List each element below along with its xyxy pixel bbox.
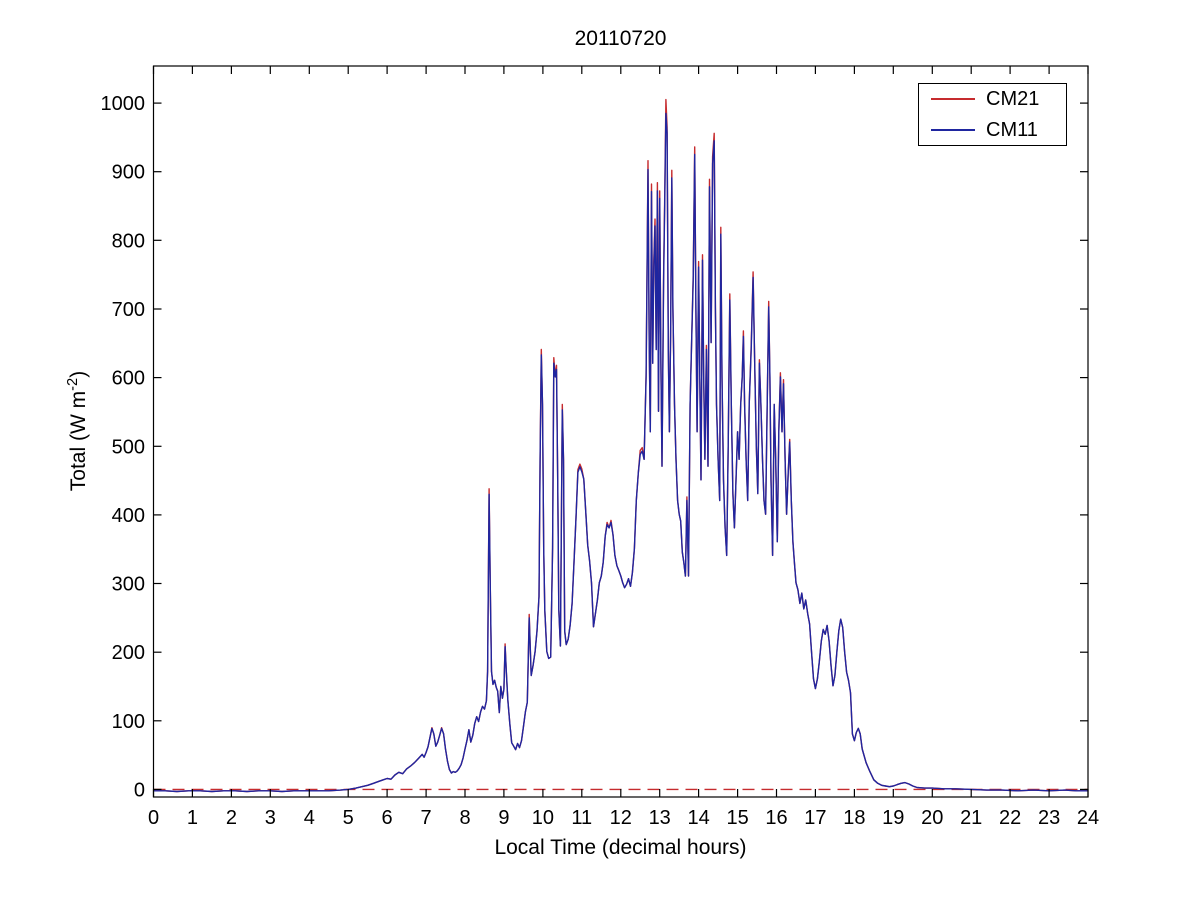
x-tick-label: 1 bbox=[187, 807, 198, 829]
x-tick-label: 15 bbox=[726, 807, 748, 829]
legend-entry-cm11: CM11 bbox=[919, 115, 1066, 144]
series-CM11 bbox=[153, 112, 1088, 793]
y-tick-label: 100 bbox=[112, 711, 145, 733]
x-tick-label: 20 bbox=[921, 807, 943, 829]
x-tick-label: 19 bbox=[882, 807, 904, 829]
y-tick-label: 1000 bbox=[101, 93, 146, 115]
x-tick-label: 8 bbox=[459, 807, 470, 829]
y-tick-label: 700 bbox=[112, 299, 145, 321]
legend-label-cm11: CM11 bbox=[986, 118, 1038, 141]
y-tick-label: 900 bbox=[112, 162, 145, 184]
y-axis-label-main: Total (W m bbox=[67, 390, 90, 492]
x-tick-label: 18 bbox=[843, 807, 865, 829]
y-tick-label: 500 bbox=[112, 436, 145, 458]
chart-title: 20110720 bbox=[574, 27, 667, 50]
legend: CM21 CM11 bbox=[918, 83, 1067, 146]
y-tick-label: 0 bbox=[134, 779, 145, 801]
y-axis-label-superscript: -2 bbox=[65, 377, 81, 391]
y-axis-label-close: ) bbox=[67, 370, 90, 378]
x-tick-label: 21 bbox=[960, 807, 982, 829]
y-tick-label: 200 bbox=[112, 642, 145, 664]
x-tick-label: 5 bbox=[343, 807, 354, 829]
x-tick-label: 14 bbox=[687, 807, 709, 829]
x-tick-label: 16 bbox=[765, 807, 787, 829]
x-tick-label: 12 bbox=[610, 807, 632, 829]
x-tick-label: 13 bbox=[649, 807, 671, 829]
x-tick-label: 23 bbox=[1038, 807, 1060, 829]
x-axis-label: Local Time (decimal hours) bbox=[494, 836, 747, 859]
x-tick-label: 7 bbox=[421, 807, 432, 829]
x-tick-label: 6 bbox=[382, 807, 393, 829]
x-tick-label: 24 bbox=[1077, 807, 1099, 829]
x-tick-label: 2 bbox=[226, 807, 237, 829]
cm11-line-sample bbox=[931, 128, 975, 131]
x-tick-label: 17 bbox=[804, 807, 826, 829]
y-tick-label: 600 bbox=[112, 368, 145, 390]
legend-entry-cm21: CM21 bbox=[919, 85, 1066, 114]
x-tick-label: 9 bbox=[498, 807, 509, 829]
y-tick-label: 800 bbox=[112, 230, 145, 252]
x-tick-label: 3 bbox=[265, 807, 276, 829]
series-CM21 bbox=[153, 98, 1088, 793]
cm21-line-sample bbox=[931, 98, 975, 101]
y-tick-label: 300 bbox=[112, 574, 145, 596]
x-tick-label: 11 bbox=[571, 807, 592, 829]
legend-label-cm21: CM21 bbox=[986, 88, 1040, 111]
x-tick-label: 10 bbox=[532, 807, 554, 829]
x-tick-label: 0 bbox=[148, 807, 159, 829]
x-tick-label: 22 bbox=[999, 807, 1021, 829]
y-axis-label: Total (W m-2) bbox=[65, 371, 91, 491]
x-tick-label: 4 bbox=[304, 807, 315, 829]
y-tick-label: 400 bbox=[112, 505, 145, 527]
axes-box bbox=[152, 65, 1089, 798]
